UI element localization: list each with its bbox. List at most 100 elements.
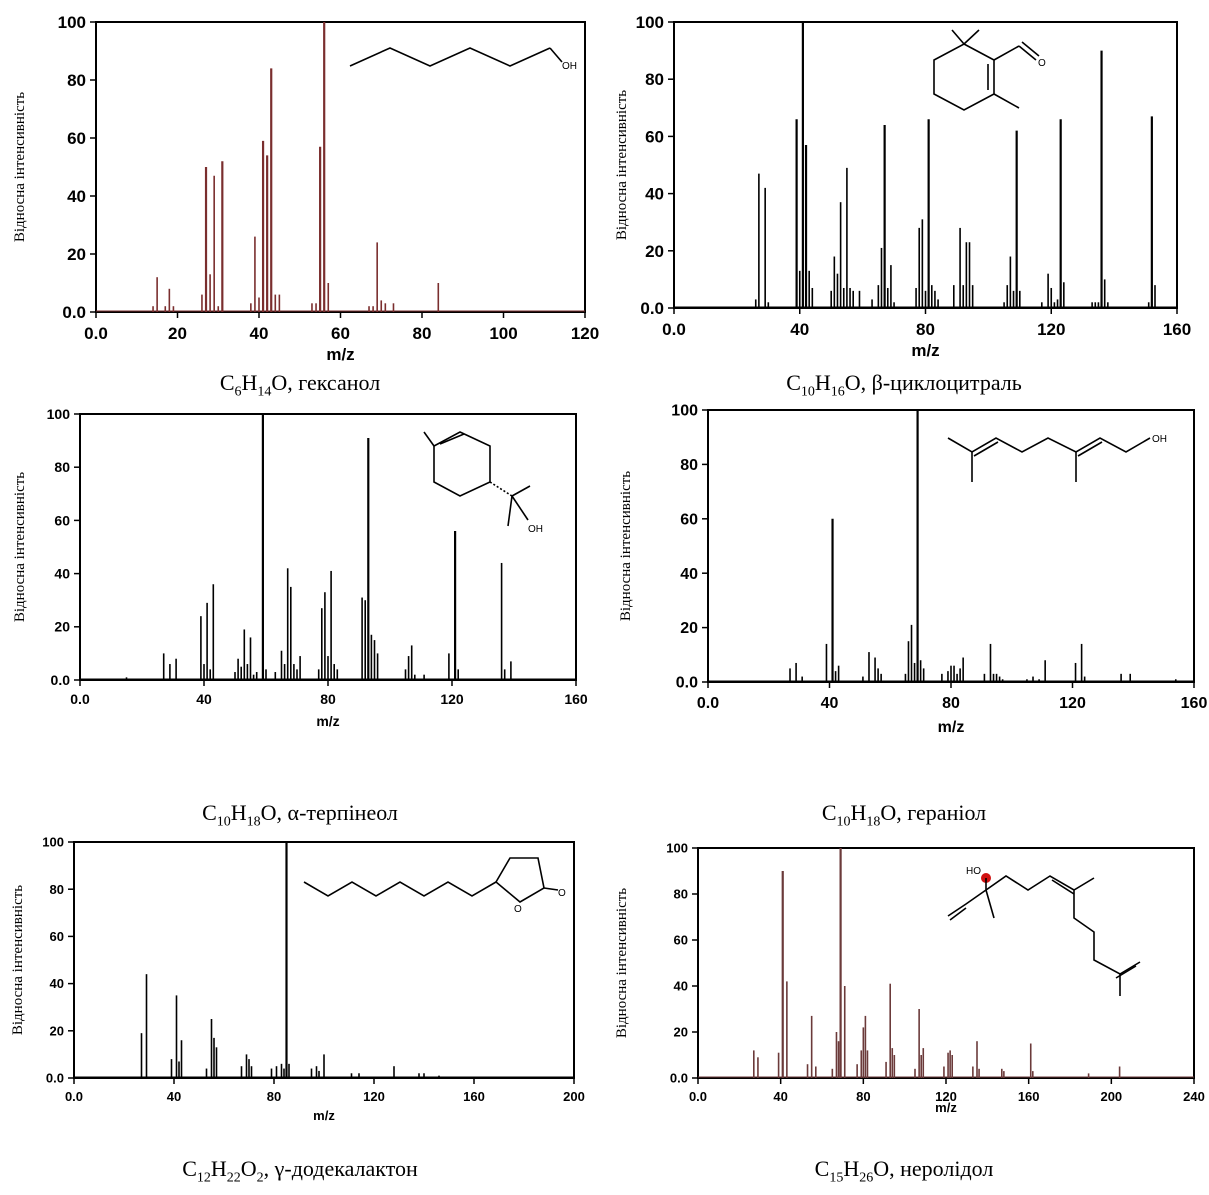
x-tick-label: 160	[1163, 320, 1191, 339]
y-tick-label: 20	[54, 619, 70, 635]
y-axis-label: Відносна інтенсивність	[614, 888, 630, 1038]
y-tick-label: 100	[636, 13, 664, 32]
y-tick-label: 60	[674, 933, 688, 948]
x-tick-label: 0.0	[689, 1089, 707, 1104]
y-tick-label: 40	[50, 976, 64, 991]
y-tick-label: 0.0	[676, 675, 698, 692]
x-axis-label: m/z	[911, 341, 939, 360]
x-tick-label: 80	[942, 695, 960, 712]
y-tick-label: 40	[67, 187, 86, 206]
x-tick-label: 160	[1181, 695, 1208, 712]
x-axis-label: m/z	[935, 1100, 957, 1115]
svg-text:HO: HO	[966, 866, 981, 877]
y-axis-label: Відносна інтенсивність	[12, 472, 28, 622]
x-tick-label: 40	[773, 1089, 787, 1104]
y-tick-label: 40	[645, 185, 664, 204]
chart-cyclocitral: 0.0 40 80 120 160 0.0 20 40 60 80 100 m/z Відносна і…	[614, 13, 1191, 360]
y-tick-label: 100	[666, 841, 688, 856]
caption-dodecalactone: C12H22O2, γ-додекалактон	[182, 1156, 418, 1186]
y-tick-label: 40	[680, 566, 698, 583]
y-tick-label: 80	[54, 459, 70, 475]
y-tick-label: 60	[680, 511, 698, 528]
y-tick-label: 20	[50, 1023, 64, 1038]
y-tick-label: 0.0	[670, 1071, 688, 1086]
x-tick-label: 40	[790, 320, 809, 339]
x-tick-label: 0.0	[662, 320, 686, 339]
y-tick-label: 100	[47, 406, 71, 422]
y-axis-label: Відносна інтенсивність	[618, 471, 634, 621]
svg-text:O: O	[514, 904, 522, 915]
x-tick-label: 200	[563, 1089, 585, 1104]
chart-panel-nerolidol: 0.0 40 80 120 160 200 240 0.0 20 40 60 80 100 m/z Відн…	[604, 830, 1209, 1195]
svg-text:OH: OH	[1152, 434, 1167, 445]
y-tick-label: 0.0	[62, 303, 86, 322]
y-tick-label: 40	[54, 566, 70, 582]
y-tick-label: 100	[671, 403, 698, 420]
y-axis-label: Відносна інтенсивність	[10, 885, 26, 1035]
molecule-terpineol: OH	[423, 431, 543, 535]
y-axis-label: Відносна інтенсивність	[614, 90, 630, 240]
molecule-geraniol: OH	[947, 434, 1167, 482]
y-tick-label: 0.0	[46, 1071, 64, 1086]
molecule-hexanol: OH	[349, 47, 577, 72]
y-tick-label: 80	[50, 882, 64, 897]
chart-dodecalactone: 0.0 40 80 120 160 200 0.0 20 40 60 80 100 m/z Відносн…	[10, 835, 585, 1123]
svg-text:O: O	[558, 888, 566, 899]
x-tick-label: 120	[440, 691, 464, 707]
y-tick-label: 40	[674, 979, 688, 994]
x-axis-label: m/z	[326, 345, 354, 364]
x-tick-label: 60	[331, 324, 350, 343]
x-tick-label: 80	[856, 1089, 870, 1104]
x-tick-label: 100	[489, 324, 517, 343]
x-tick-label: 0.0	[84, 324, 108, 343]
molecule-nerolidol: HO	[947, 866, 1141, 996]
x-tick-label: 40	[196, 691, 212, 707]
x-tick-label: 200	[1100, 1089, 1122, 1104]
x-tick-label: 0.0	[697, 695, 719, 712]
y-tick-label: 60	[645, 127, 664, 146]
caption-nerolidol: C15H26O, неролідол	[814, 1156, 994, 1186]
x-tick-label: 0.0	[65, 1089, 83, 1104]
x-tick-label: 20	[168, 324, 187, 343]
y-tick-label: 60	[54, 512, 70, 528]
x-tick-label: 160	[564, 691, 588, 707]
x-tick-label: 160	[463, 1089, 485, 1104]
chart-geraniol: 0.0 40 80 120 160 0.0 20 40 60 80 100 m/z Відносна і…	[618, 403, 1208, 736]
x-axis-label: m/z	[313, 1108, 335, 1123]
caption-cyclocitral: C10H16O, β-циклоцитраль	[786, 370, 1022, 400]
x-tick-label: 80	[320, 691, 336, 707]
chart-nerolidol: 0.0 40 80 120 160 200 240 0.0 20 40 60 80 100 m/z Відн…	[614, 841, 1205, 1115]
svg-text:OH: OH	[528, 524, 543, 535]
y-tick-label: 20	[680, 620, 698, 637]
y-tick-label: 20	[645, 242, 664, 261]
chart-panel-cyclocitral: 0.0 40 80 120 160 0.0 20 40 60 80 100 m/z Відносна і…	[604, 0, 1209, 400]
x-tick-label: 40	[250, 324, 269, 343]
caption-hexanol: C6H14O, гексанол	[219, 370, 381, 400]
y-tick-label: 60	[50, 929, 64, 944]
y-tick-label: 80	[680, 457, 698, 474]
y-tick-label: 100	[58, 13, 86, 32]
y-tick-label: 60	[67, 129, 86, 148]
chart-terpineol: 0.0 40 80 120 160 0.0 20 40 60 80 100 m/z Відносна і…	[12, 406, 588, 729]
svg-text:OH: OH	[562, 61, 577, 72]
y-tick-label: 0.0	[640, 299, 664, 318]
caption-terpineol: C10H18O, α-терпінеол	[202, 800, 398, 830]
chart-panel-dodecalactone: 0.0 40 80 120 160 200 0.0 20 40 60 80 100 m/z Відносн…	[0, 830, 604, 1195]
x-tick-label: 80	[413, 324, 432, 343]
svg-text:O: O	[1038, 58, 1046, 69]
y-tick-label: 20	[67, 245, 86, 264]
x-tick-label: 80	[267, 1089, 281, 1104]
x-tick-label: 120	[1037, 320, 1065, 339]
y-tick-label: 80	[645, 70, 664, 89]
x-tick-label: 120	[1059, 695, 1086, 712]
x-axis-label: m/z	[316, 713, 339, 729]
y-tick-label: 100	[42, 835, 64, 850]
x-tick-label: 160	[1018, 1089, 1040, 1104]
molecule-cyclocitral: O	[933, 29, 1046, 111]
y-tick-label: 80	[674, 887, 688, 902]
chart-panel-geraniol: 0.0 40 80 120 160 0.0 20 40 60 80 100 m/z Відносна і…	[604, 400, 1209, 830]
x-axis-label: m/z	[938, 719, 965, 736]
y-tick-label: 80	[67, 71, 86, 90]
x-tick-label: 40	[821, 695, 839, 712]
x-tick-label: 120	[935, 1089, 957, 1104]
